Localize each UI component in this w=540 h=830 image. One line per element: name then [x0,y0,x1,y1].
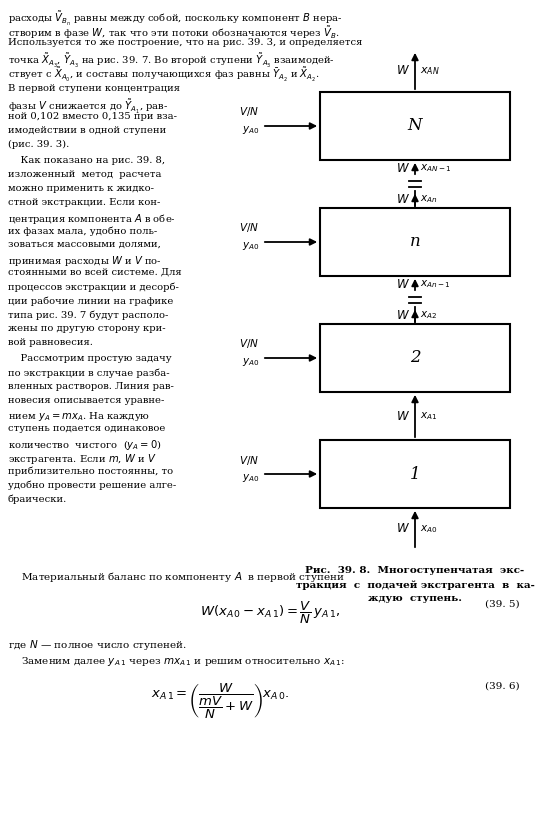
Text: тракция  с  подачей экстрагента  в  ка-: тракция с подачей экстрагента в ка- [295,580,535,589]
Bar [320,324,510,392]
Text: нием $y_A = mx_{A}$. На каждую: нием $y_A = mx_{A}$. На каждую [8,410,150,423]
Bar [320,440,510,508]
Text: можно применить к жидко-: можно применить к жидко- [8,184,154,193]
Text: $W$: $W$ [396,193,410,206]
Text: $V/N$: $V/N$ [239,222,259,235]
Text: $V/N$: $V/N$ [239,338,259,350]
Text: $x_{An}$: $x_{An}$ [420,193,437,205]
Text: ции рабочие линии на графике: ции рабочие линии на графике [8,296,173,305]
Text: количество  чистого  ($y_A = 0$): количество чистого ($y_A = 0$) [8,438,161,452]
Text: новесия описывается уравне-: новесия описывается уравне- [8,396,164,405]
Text: типа рис. 39. 7 будут располо-: типа рис. 39. 7 будут располо- [8,310,168,320]
Text: $W$: $W$ [396,278,410,291]
Text: браически.: браически. [8,494,68,504]
Text: $y_{A0}$: $y_{A0}$ [241,356,259,368]
Text: Рис.  39. 8.  Многоступенчатая  экс-: Рис. 39. 8. Многоступенчатая экс- [306,566,525,575]
Text: $x_{A2}$: $x_{A2}$ [420,310,437,321]
Text: В первой ступени концентрация: В первой ступени концентрация [8,84,180,93]
Text: n: n [410,233,420,251]
Text: створим в фазе $W$, так что эти потоки обозначаются через $\tilde{V}_B$.: створим в фазе $W$, так что эти потоки о… [8,24,340,41]
Text: $V/N$: $V/N$ [239,453,259,466]
Bar [320,208,510,276]
Text: центрация компонента $A$ в обе-: центрация компонента $A$ в обе- [8,212,176,226]
Text: Заменим далее $y_{A\,1}$ через $mx_{A\,1}$ и решим относительно $x_{A\,1}$:: Заменим далее $y_{A\,1}$ через $mx_{A\,1… [8,655,345,668]
Text: Рассмотрим простую задачу: Рассмотрим простую задачу [8,354,172,363]
Text: зоваться массовыми долями,: зоваться массовыми долями, [8,240,161,249]
Text: $W$: $W$ [396,523,410,535]
Text: 2: 2 [410,349,420,367]
Text: $x_{A\,1}=\left(\dfrac{W}{\dfrac{mV}{N}+W}\right)x_{A\,0}.$: $x_{A\,1}=\left(\dfrac{W}{\dfrac{mV}{N}+… [151,682,289,721]
Text: Как показано на рис. 39. 8,: Как показано на рис. 39. 8, [8,156,165,165]
Text: (рис. 39. 3).: (рис. 39. 3). [8,140,69,149]
Text: $W$: $W$ [396,65,410,77]
Text: (39. 5): (39. 5) [485,600,520,609]
Text: (39. 6): (39. 6) [485,682,520,691]
Text: расходы $\tilde{V}_{B_n}$ равны между собой, поскольку компонент $B$ нера-: расходы $\tilde{V}_{B_n}$ равны между со… [8,10,342,28]
Text: $y_{A0}$: $y_{A0}$ [241,240,259,252]
Text: жены по другую сторону кри-: жены по другую сторону кри- [8,324,166,333]
Text: ждую  ступень.: ждую ступень. [368,594,462,603]
Text: вой равновесия.: вой равновесия. [8,338,93,347]
Text: имодействии в одной ступени: имодействии в одной ступени [8,126,166,135]
Text: экстрагента. Если $m$, $W$ и $V$: экстрагента. Если $m$, $W$ и $V$ [8,452,157,466]
Text: N: N [408,118,422,134]
Text: ступень подается одинаковое: ступень подается одинаковое [8,424,165,433]
Text: ствует с $\tilde{X}_{A_0}$, и составы получающихся фаз равны $\bar{Y}_{A_2}$ и $: ствует с $\tilde{X}_{A_0}$, и составы по… [8,66,320,84]
Text: $x_{AN-1}$: $x_{AN-1}$ [420,163,451,174]
Text: стной экстракции. Если кон-: стной экстракции. Если кон- [8,198,160,207]
Text: точка $\tilde{X}_{A_3}$, $\tilde{Y}_{A_3}$ на рис. 39. 7. Во второй ступени $\ti: точка $\tilde{X}_{A_3}$, $\tilde{Y}_{A_3… [8,52,335,70]
Text: $y_{A0}$: $y_{A0}$ [241,124,259,136]
Text: $x_{An-1}$: $x_{An-1}$ [420,279,451,290]
Text: $W$: $W$ [396,409,410,422]
Text: по экстракции в случае разба-: по экстракции в случае разба- [8,368,170,378]
Text: фазы $V$ снижается до $\tilde{Y}_{A_1}$, рав-: фазы $V$ снижается до $\tilde{Y}_{A_1}$,… [8,98,168,116]
Text: Используется то же построение, что на рис. 39. 3, и определяется: Используется то же построение, что на ри… [8,38,362,47]
Text: $W$: $W$ [396,309,410,322]
Text: их фазах мала, удобно поль-: их фазах мала, удобно поль- [8,226,157,236]
Text: 1: 1 [410,466,420,482]
Text: вленных растворов. Линия рав-: вленных растворов. Линия рав- [8,382,174,391]
Text: изложенный  метод  расчета: изложенный метод расчета [8,170,161,179]
Text: удобно провести решение алге-: удобно провести решение алге- [8,480,176,490]
Text: где $N$ — полное число ступеней.: где $N$ — полное число ступеней. [8,638,187,652]
Text: Материальный баланс по компоненту $A$  в первой ступени: Материальный баланс по компоненту $A$ в … [8,570,345,584]
Text: процессов экстракции и десорб-: процессов экстракции и десорб- [8,282,179,291]
Text: $V/N$: $V/N$ [239,105,259,119]
Text: приблизительно постоянны, то: приблизительно постоянны, то [8,466,173,476]
Text: стоянными во всей системе. Для: стоянными во всей системе. Для [8,268,181,277]
Bar [320,92,510,160]
Text: $x_{A1}$: $x_{A1}$ [420,410,437,422]
Text: $x_{A0}$: $x_{A0}$ [420,523,437,535]
Text: $W\left(x_{A\,0}-x_{A\,1}\right)=\dfrac{V}{N}\,y_{A\,1},$: $W\left(x_{A\,0}-x_{A\,1}\right)=\dfrac{… [200,600,340,626]
Text: $W$: $W$ [396,162,410,175]
Text: ной 0,102 вместо 0,135 при вза-: ной 0,102 вместо 0,135 при вза- [8,112,177,121]
Text: $y_{A0}$: $y_{A0}$ [241,472,259,484]
Text: принимая расходы $W$ и $V$ по-: принимая расходы $W$ и $V$ по- [8,254,162,268]
Text: $x_{AN}$: $x_{AN}$ [420,65,440,77]
